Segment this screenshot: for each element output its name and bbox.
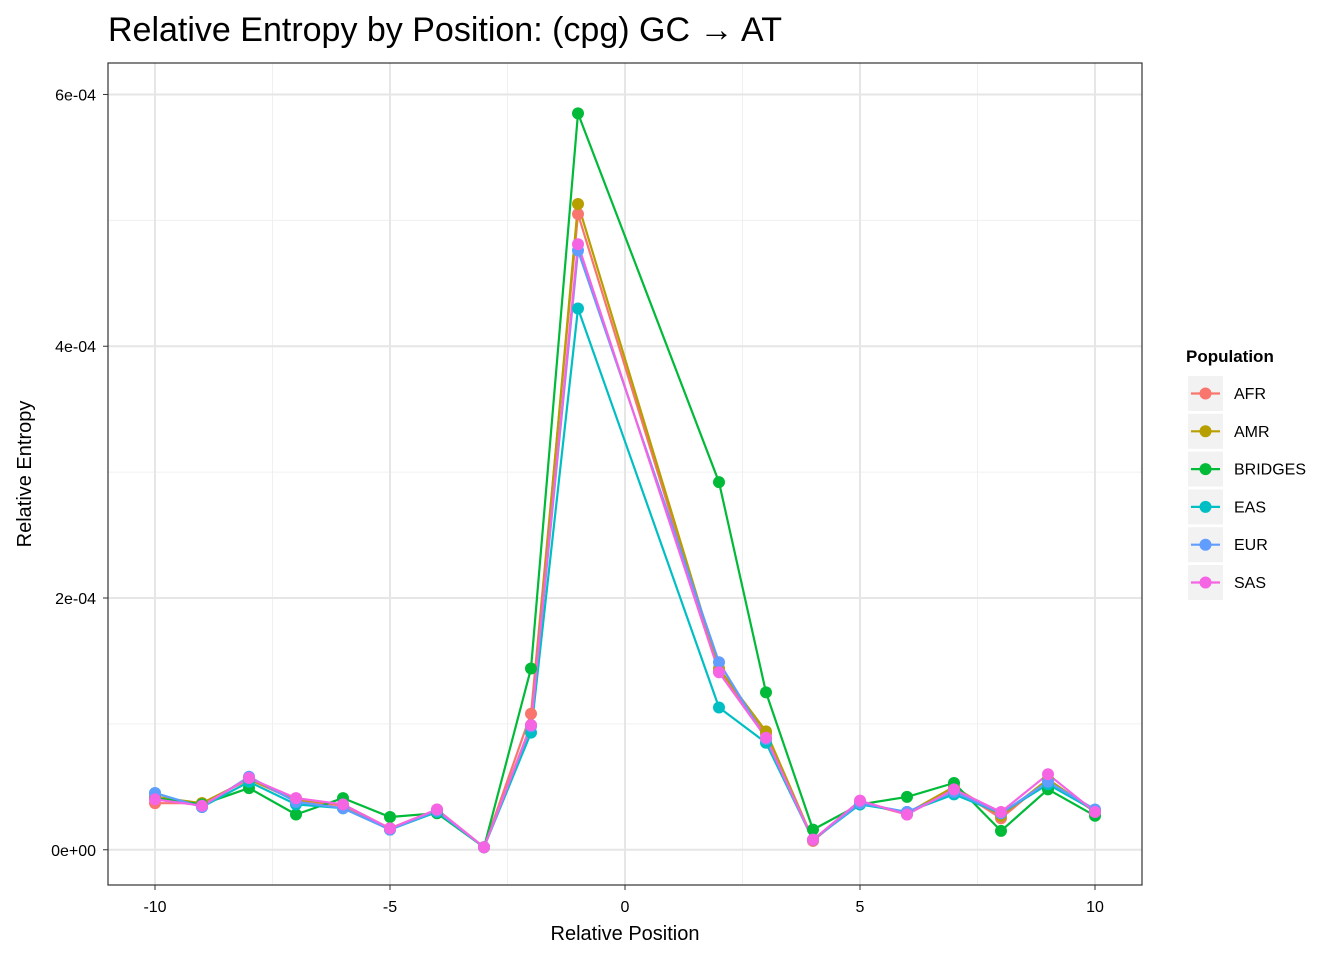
chart-title: Relative Entropy by Position: (cpg) GC →… — [108, 11, 782, 49]
data-point-sas — [525, 719, 537, 732]
y-tick-label: 0e+00 — [51, 843, 96, 860]
data-point-sas — [196, 799, 208, 812]
data-point-afr — [525, 707, 537, 720]
data-point-sas — [572, 238, 584, 251]
grid — [108, 63, 1142, 885]
data-point-bridges — [290, 808, 302, 821]
legend-item-afr: AFR — [1188, 376, 1266, 411]
legend-label: EAS — [1234, 499, 1266, 516]
y-axis-title: Relative Entropy — [14, 401, 36, 548]
legend-item-bridges: BRIDGES — [1188, 451, 1306, 487]
x-tick-label: -10 — [143, 899, 166, 916]
legend-label: AMR — [1234, 424, 1270, 441]
data-point-sas — [854, 794, 866, 807]
axes: -10 -5 0 5 10 0e+00 2e-04 4e-04 6e-04 — [51, 87, 1104, 916]
legend-item-eas: EAS — [1188, 489, 1266, 525]
legend-key-point — [1199, 576, 1212, 589]
x-tick-label: -5 — [383, 899, 397, 916]
y-tick-label: 4e-04 — [55, 339, 96, 356]
data-point-sas — [431, 803, 443, 816]
data-point-sas — [760, 731, 772, 744]
data-point-bridges — [384, 811, 396, 824]
legend-key-point — [1199, 500, 1212, 513]
legend-key-point — [1199, 425, 1212, 438]
x-tick-label: 10 — [1086, 899, 1104, 916]
data-point-afr — [572, 208, 584, 221]
x-tick-label: 0 — [621, 899, 630, 916]
data-point-sas — [1089, 805, 1101, 818]
data-point-sas — [1042, 768, 1054, 781]
data-point-bridges — [572, 107, 584, 120]
data-point-bridges — [760, 686, 772, 699]
data-point-bridges — [807, 823, 819, 836]
data-point-bridges — [525, 662, 537, 675]
data-point-sas — [337, 798, 349, 811]
data-point-amr — [572, 197, 584, 210]
legend-key-point — [1199, 463, 1212, 476]
legend-item-amr: AMR — [1188, 413, 1270, 449]
data-point-sas — [290, 792, 302, 805]
data-point-sas — [478, 841, 490, 854]
data-point-sas — [948, 783, 960, 796]
legend-label: SAS — [1234, 575, 1266, 592]
data-point-sas — [995, 805, 1007, 818]
data-point-eur — [713, 656, 725, 669]
data-point-sas — [807, 833, 819, 846]
legend-item-eur: EUR — [1188, 527, 1268, 563]
y-tick-label: 2e-04 — [55, 591, 96, 608]
legend-key-point — [1199, 387, 1212, 400]
data-point-eas — [713, 701, 725, 714]
legend-item-sas: SAS — [1188, 565, 1266, 600]
y-tick-label: 6e-04 — [55, 87, 96, 104]
legend-label: BRIDGES — [1234, 462, 1306, 479]
legend-label: EUR — [1234, 537, 1268, 554]
data-point-sas — [149, 793, 161, 806]
data-point-sas — [243, 772, 255, 785]
data-point-eas — [572, 302, 584, 315]
legend-label: AFR — [1234, 386, 1266, 403]
legend-title: Population — [1186, 347, 1274, 366]
data-point-sas — [384, 822, 396, 835]
series-layer — [149, 107, 1101, 854]
x-axis-title: Relative Position — [551, 923, 700, 945]
data-point-sas — [713, 666, 725, 679]
legend-key-point — [1199, 538, 1212, 551]
data-point-bridges — [901, 790, 913, 803]
data-point-bridges — [995, 824, 1007, 837]
x-tick-label: 5 — [856, 899, 865, 916]
data-point-sas — [901, 808, 913, 821]
legend: Population AFR AMR BRIDGES EAS EUR SAS — [1186, 347, 1306, 600]
data-point-bridges — [713, 476, 725, 489]
